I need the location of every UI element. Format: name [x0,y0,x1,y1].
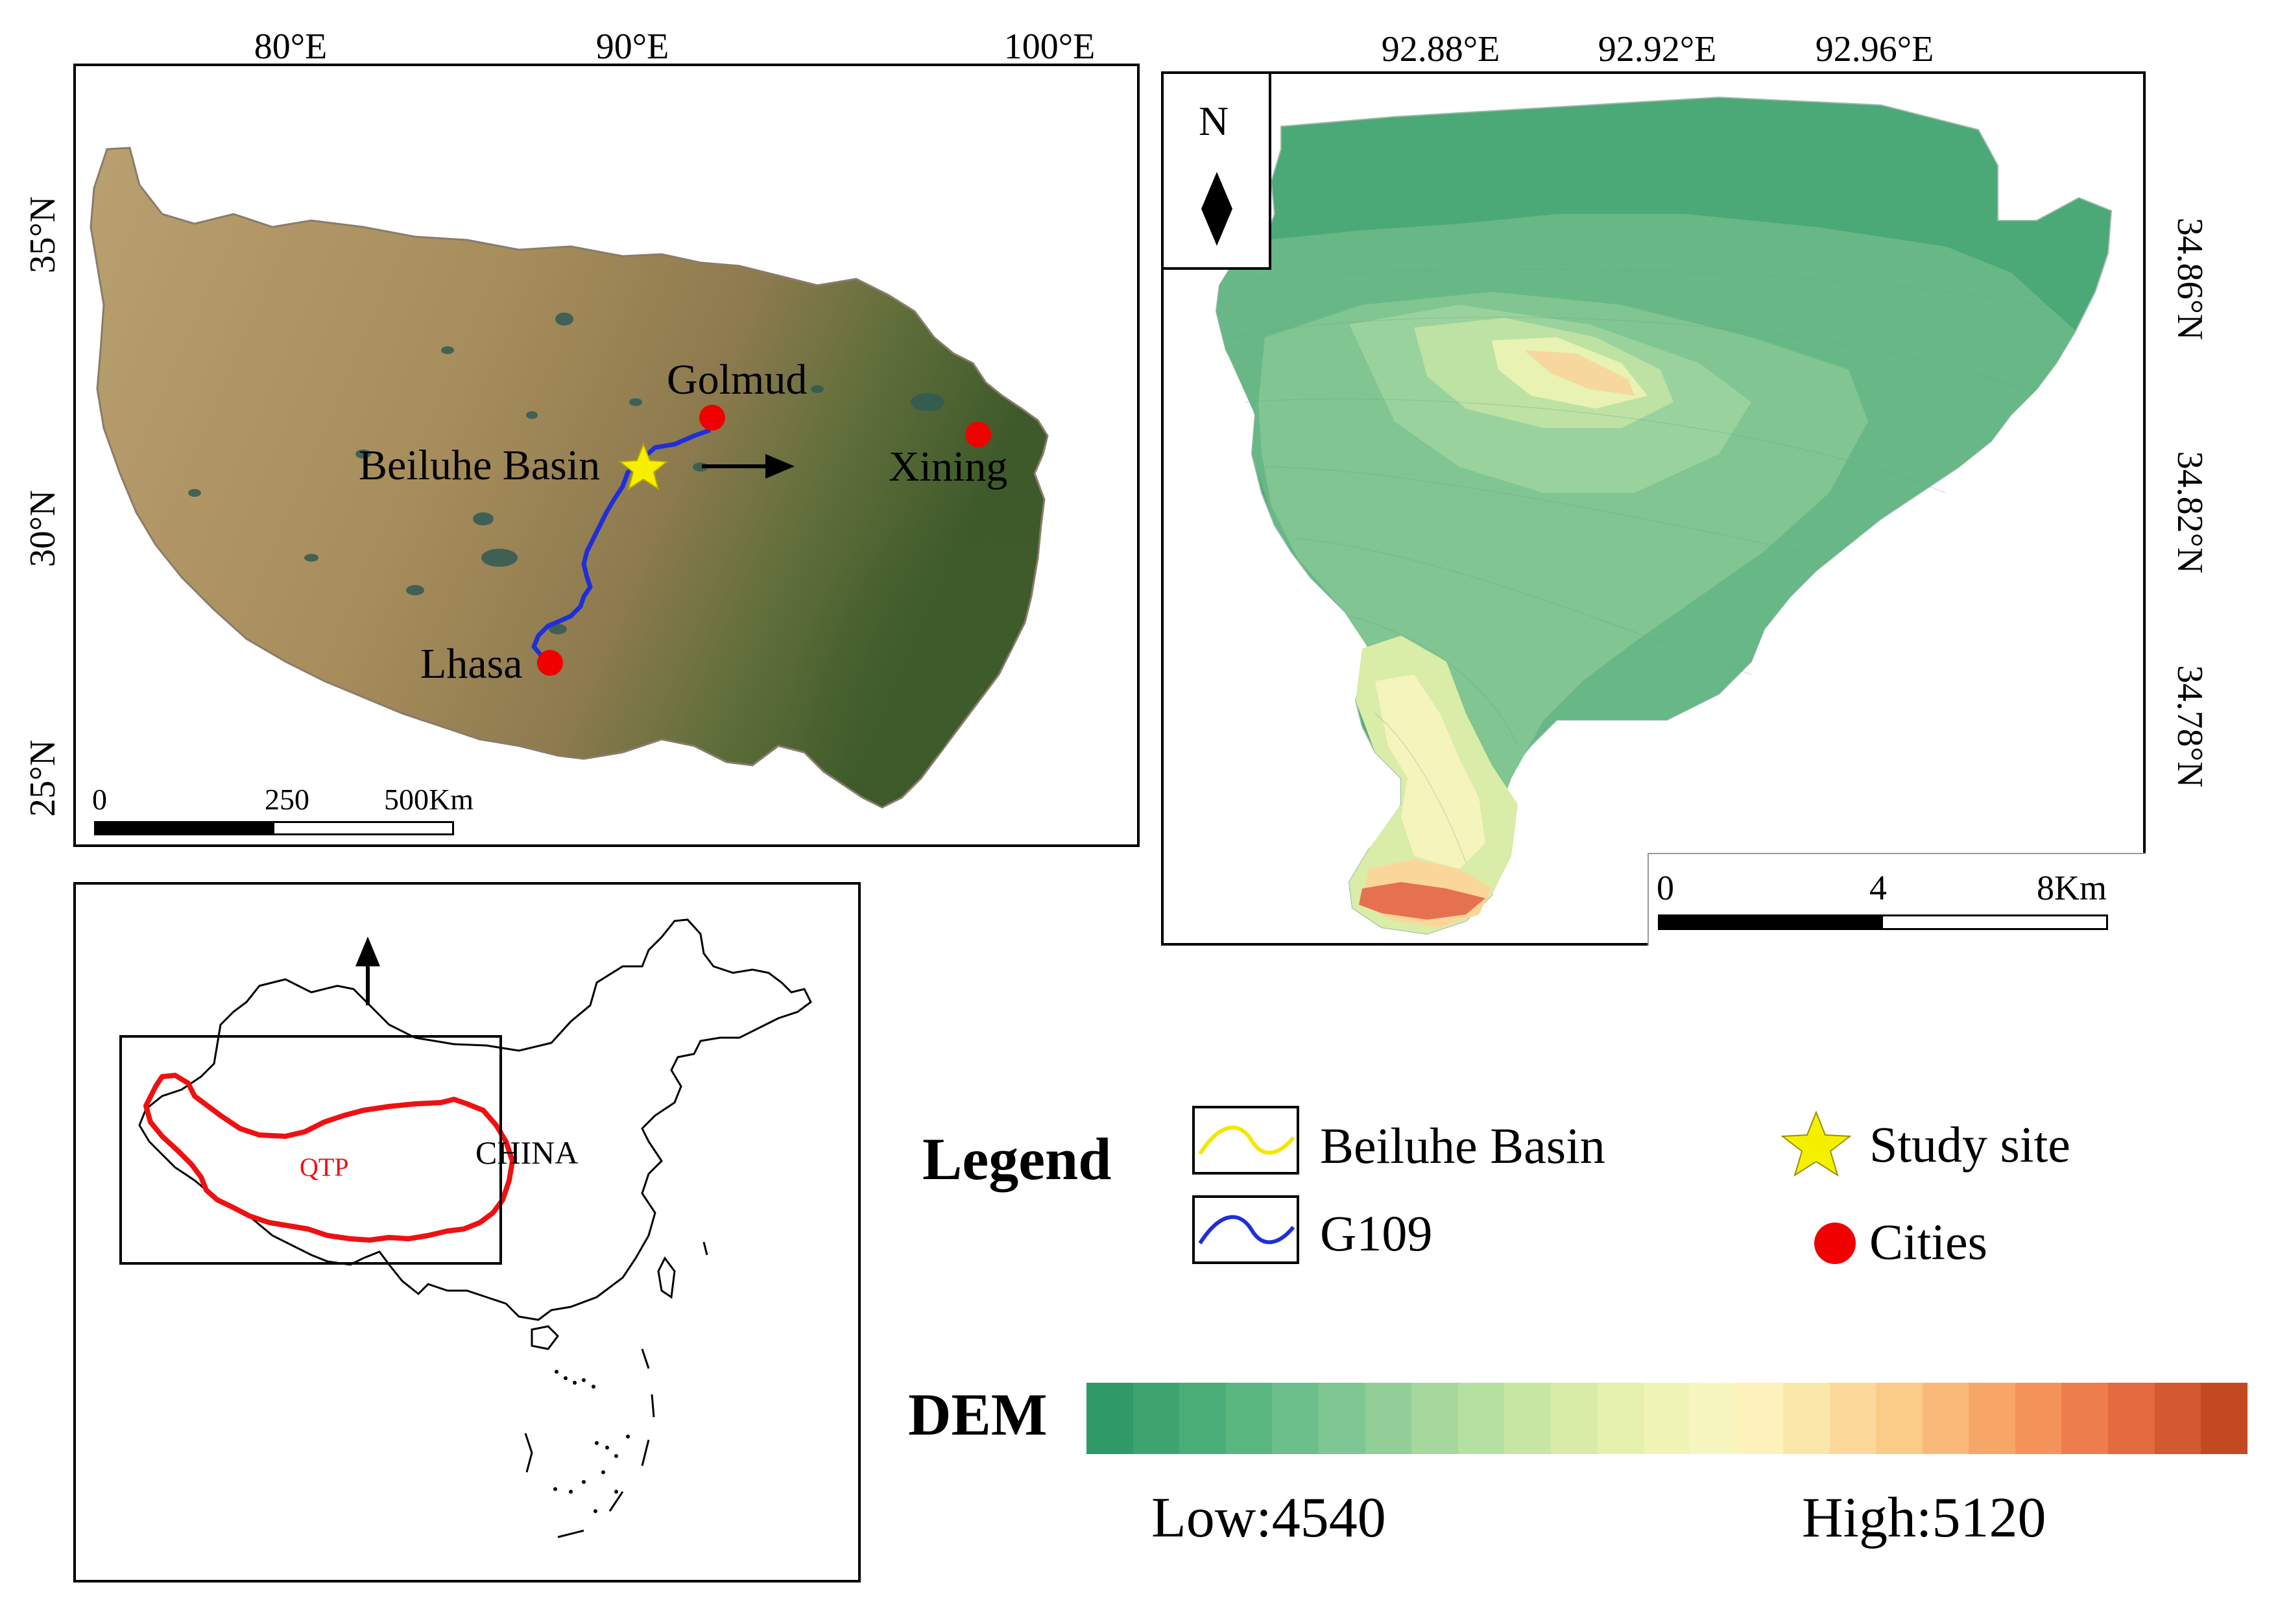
city-marker-xining [965,422,991,448]
city-label-lhasa: Lhasa [420,640,523,687]
lakes [188,313,944,634]
dem-ramp-segment [1504,1383,1551,1454]
hainan-island [531,1325,559,1350]
china-outline [138,918,812,1321]
dem-ramp-segment [1457,1383,1505,1454]
city-marker-lhasa [537,650,563,676]
city-marker-golmud [699,405,725,431]
city-label-xining: Xining [889,443,1008,490]
direction-arrow-right-icon [702,454,795,479]
legend-title: Legend [922,1126,1112,1192]
dem-ramp-segment [1736,1383,1783,1454]
china-label: CHINA [475,1134,579,1171]
dem-ramp-segment [1272,1383,1319,1454]
china-inset-map [73,882,861,1582]
scale-bar-tr [1658,914,2108,930]
city-label-golmud: Golmud [667,356,808,403]
lon-label-92-88: 92.88°E [1381,29,1500,69]
dem-ramp-segment [1782,1383,1830,1454]
dem-ramp-segment [1225,1383,1273,1454]
dem-ramp-segment [1550,1383,1598,1454]
yellow-line-icon [1198,1125,1295,1155]
legend-cities-label: Cities [1869,1213,1988,1270]
dem-ramp-segment [2061,1383,2109,1454]
dem-ramp-segment [1365,1383,1412,1454]
nine-dash-line [524,1241,708,1538]
scale-tr-4: 4 [1869,868,1887,907]
south-sea-islands [553,1370,630,1513]
dem-ramp-segment [1597,1383,1644,1454]
scale-tl-500: 500Km [384,783,474,816]
dem-color-ramp [1086,1383,2248,1454]
lon-label-90: 90°E [595,27,669,67]
dem-high-label: High:5120 [1802,1487,2046,1549]
legend-g109-symbol [1192,1195,1299,1264]
study-site-label: Beiluhe Basin [359,442,601,489]
dem-ramp-segment [1644,1383,1690,1454]
blue-line-icon [1198,1215,1295,1245]
dem-ramp-segment [1179,1383,1226,1454]
lon-label-80: 80°E [254,27,328,67]
dem-title: DEM [908,1381,1048,1448]
dem-ramp-segment [1411,1383,1458,1454]
qtp-outline [143,1073,515,1243]
qtp-label: QTP [300,1152,349,1182]
dem-ramp-segment [2154,1383,2201,1454]
scale-tr-0: 0 [1657,868,1674,907]
dem-low-label: Low:4540 [1151,1487,1386,1549]
scale-bar-tr-box [1648,853,2146,946]
legend-beiluhe-symbol [1192,1106,1299,1175]
dem-ramp-segment [1922,1383,1969,1454]
dem-ramp-segment [1969,1383,2015,1454]
north-label: N [1199,98,1229,144]
peak-north [1524,350,1635,396]
scale-tl-0: 0 [92,783,107,816]
lon-label-92-92: 92.92°E [1598,29,1717,69]
dem-ramp-segment [1133,1383,1180,1454]
dem-ramp-segment [1829,1383,1876,1454]
dem-ramp-segment [1086,1383,1133,1454]
taiwan-island [657,1256,676,1299]
study-area-extent-box [119,1035,502,1265]
dem-ramp-segment [2201,1383,2248,1454]
legend-study-site-label: Study site [1869,1116,2070,1173]
dem-ramp-segment [1318,1383,1365,1454]
lon-label-100: 100°E [1003,27,1096,67]
dem-ramp-segment [2108,1383,2155,1454]
legend-beiluhe-label: Beiluhe Basin [1320,1117,1605,1174]
dem-ramp-segment [1690,1383,1737,1454]
dem-ramp-segment [1876,1383,1923,1454]
lon-label-92-96: 92.96°E [1815,29,1934,69]
contour-lines [1232,269,2044,863]
dem-ramp-segment [2015,1383,2062,1454]
scale-bar-tl [94,821,454,835]
red-dot-icon [1814,1223,1856,1264]
peak-south [1359,882,1485,920]
scale-tr-8: 8Km [2037,868,2107,907]
direction-arrow-up-icon [355,937,380,1005]
legend-g109-label: G109 [1320,1205,1433,1261]
scale-tl-250: 250 [265,783,309,816]
